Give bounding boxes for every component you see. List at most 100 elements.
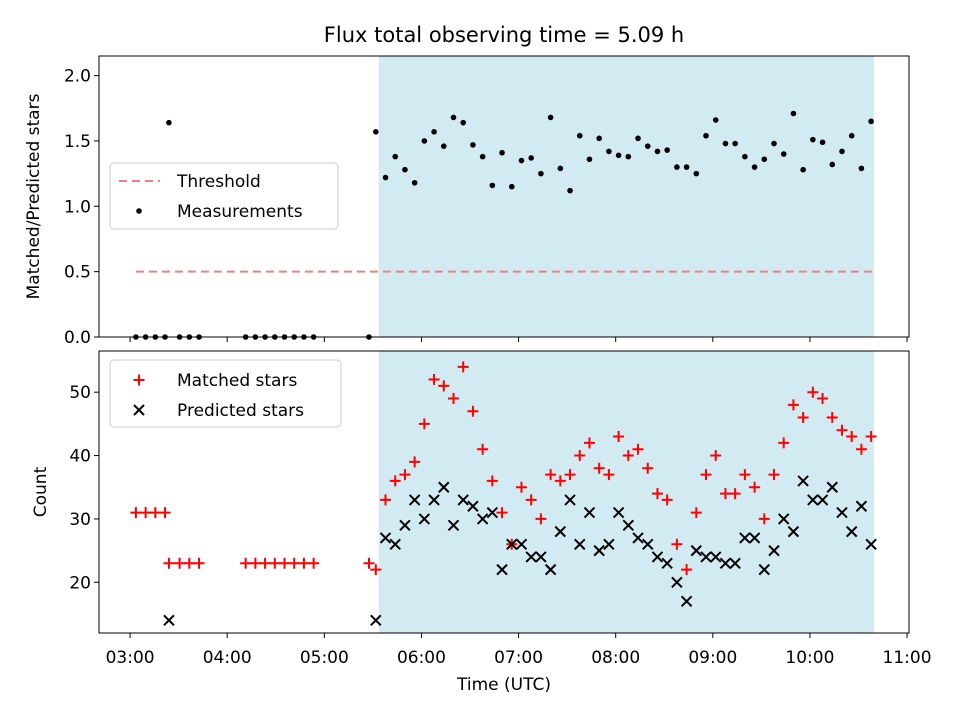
- bottom-x-tick-label: 06:00: [397, 648, 446, 668]
- predicted-star-point: [632, 532, 644, 544]
- measurement-point: [606, 148, 612, 155]
- matched-star-point: [130, 507, 142, 519]
- matched-star-point: [467, 405, 479, 417]
- matched-star-point: [778, 437, 790, 449]
- measurement-point: [528, 155, 534, 161]
- top-y-tick-label: 0.0: [64, 328, 91, 348]
- predicted-star-point: [700, 551, 712, 563]
- bottom-x-tick-label: 03:00: [106, 648, 155, 668]
- matched-star-point: [622, 450, 634, 462]
- measurement-point: [742, 153, 748, 160]
- measurement-point: [508, 183, 515, 190]
- top-legend-frame: [109, 162, 339, 230]
- matched-star-point: [681, 564, 693, 576]
- matched-star-point: [298, 557, 310, 569]
- bottom-y-tick-label: 30: [69, 510, 91, 530]
- measurement-point: [829, 161, 836, 168]
- predicted-star-point: [787, 525, 800, 538]
- bottom-x-tick-label: 04:00: [203, 648, 252, 668]
- bottom-x-tick-label: 05:00: [300, 648, 349, 668]
- top-y-tick-label: 1.0: [64, 197, 91, 217]
- top-y-tick-label: 1.5: [64, 132, 91, 152]
- bottom-points-layer: [130, 361, 877, 627]
- predicted-star-point: [758, 563, 770, 576]
- bottom-y-axis-label: Count: [31, 466, 51, 517]
- measurement-point: [431, 129, 437, 135]
- matched-star-point: [758, 513, 770, 525]
- legend-measurement-label: Measurements: [177, 202, 303, 222]
- measurement-point: [674, 164, 680, 170]
- top-shaded-span-layer: [378, 56, 875, 337]
- measurement-point: [596, 135, 602, 142]
- measurement-point: [722, 140, 729, 147]
- matched-star-point: [486, 475, 498, 487]
- matched-star-point: [855, 443, 867, 455]
- bottom-y-tick-label: 20: [69, 573, 91, 593]
- matched-star-point: [846, 431, 858, 443]
- predicted-star-point: [399, 519, 411, 531]
- matched-star-point: [710, 450, 722, 462]
- top-legend: Threshold Measurements: [109, 162, 339, 230]
- predicted-star-point: [544, 563, 557, 576]
- measurement-point: [644, 143, 651, 149]
- bottom-panel: 20 30 40 50 03:00 04:00 05:00 06:00 07:00 08:00 09…: [31, 350, 932, 695]
- predicted-star-point: [642, 538, 654, 550]
- bottom-x-tick-label: 07:00: [494, 648, 543, 668]
- measurement-point: [421, 138, 428, 144]
- matched-star-point: [574, 450, 586, 462]
- predicted-star-point: [476, 513, 489, 525]
- matched-star-point: [193, 557, 205, 569]
- matched-star-point: [140, 507, 152, 519]
- measurement-point: [625, 153, 632, 160]
- predicted-star-point: [603, 538, 615, 550]
- bottom-y-tick-label: 50: [69, 383, 91, 403]
- matched-star-point: [438, 380, 450, 392]
- matched-star-point: [613, 431, 625, 443]
- measurement-point: [576, 132, 583, 139]
- measurement-point: [683, 164, 690, 170]
- x-axis-label: Time (UTC): [456, 675, 551, 695]
- bottom-x-tick-label: 09:00: [688, 648, 737, 668]
- predicted-star-point: [535, 551, 547, 563]
- predicted-star-point: [612, 506, 625, 519]
- measurement-point: [460, 119, 467, 126]
- predicted-star-point: [418, 513, 431, 525]
- top-y-tick-label: 2.0: [64, 67, 91, 87]
- measurement-point: [771, 140, 777, 147]
- predicted-star-point: [661, 557, 673, 569]
- matched-star-point: [651, 488, 663, 500]
- measurement-point: [703, 132, 709, 139]
- matched-star-point: [729, 488, 741, 500]
- measurement-point: [567, 187, 573, 194]
- matched-star-point: [418, 418, 430, 430]
- predicted-star-point: [428, 494, 440, 506]
- predicted-star-point: [807, 494, 819, 506]
- predicted-star-point: [486, 506, 499, 519]
- matched-star-point: [149, 507, 161, 519]
- matched-star-point: [661, 494, 673, 506]
- predicted-star-point: [447, 519, 460, 531]
- legend-predicted-label: Predicted stars: [177, 401, 304, 421]
- top-y-axis-label: Matched/Predicted stars: [24, 93, 44, 299]
- predicted-star-point: [729, 557, 741, 569]
- predicted-star-point: [564, 494, 576, 506]
- bottom-y-tick-label: 40: [69, 447, 91, 467]
- predicted-star-point: [457, 494, 469, 506]
- matched-star-point: [363, 557, 375, 569]
- matched-star-point: [564, 469, 576, 481]
- measurement-point: [858, 165, 865, 172]
- matched-star-point: [249, 557, 261, 569]
- bottom-x-tick-label: 10:00: [785, 648, 834, 668]
- predicted-star-point: [671, 576, 683, 589]
- top-panel: 0.00.51.01.52.0 Matched/Predicted stars …: [24, 55, 910, 348]
- matched-star-point: [163, 557, 175, 569]
- matched-star-point: [409, 456, 421, 468]
- measurement-point: [761, 156, 768, 163]
- predicted-star-point: [680, 595, 693, 608]
- measurement-point: [586, 156, 593, 163]
- predicted-star-point: [554, 525, 567, 538]
- measurement-point: [810, 136, 816, 143]
- measurement-point: [868, 118, 874, 125]
- bottom-axes-frame: [98, 350, 910, 634]
- measurement-point: [372, 129, 379, 135]
